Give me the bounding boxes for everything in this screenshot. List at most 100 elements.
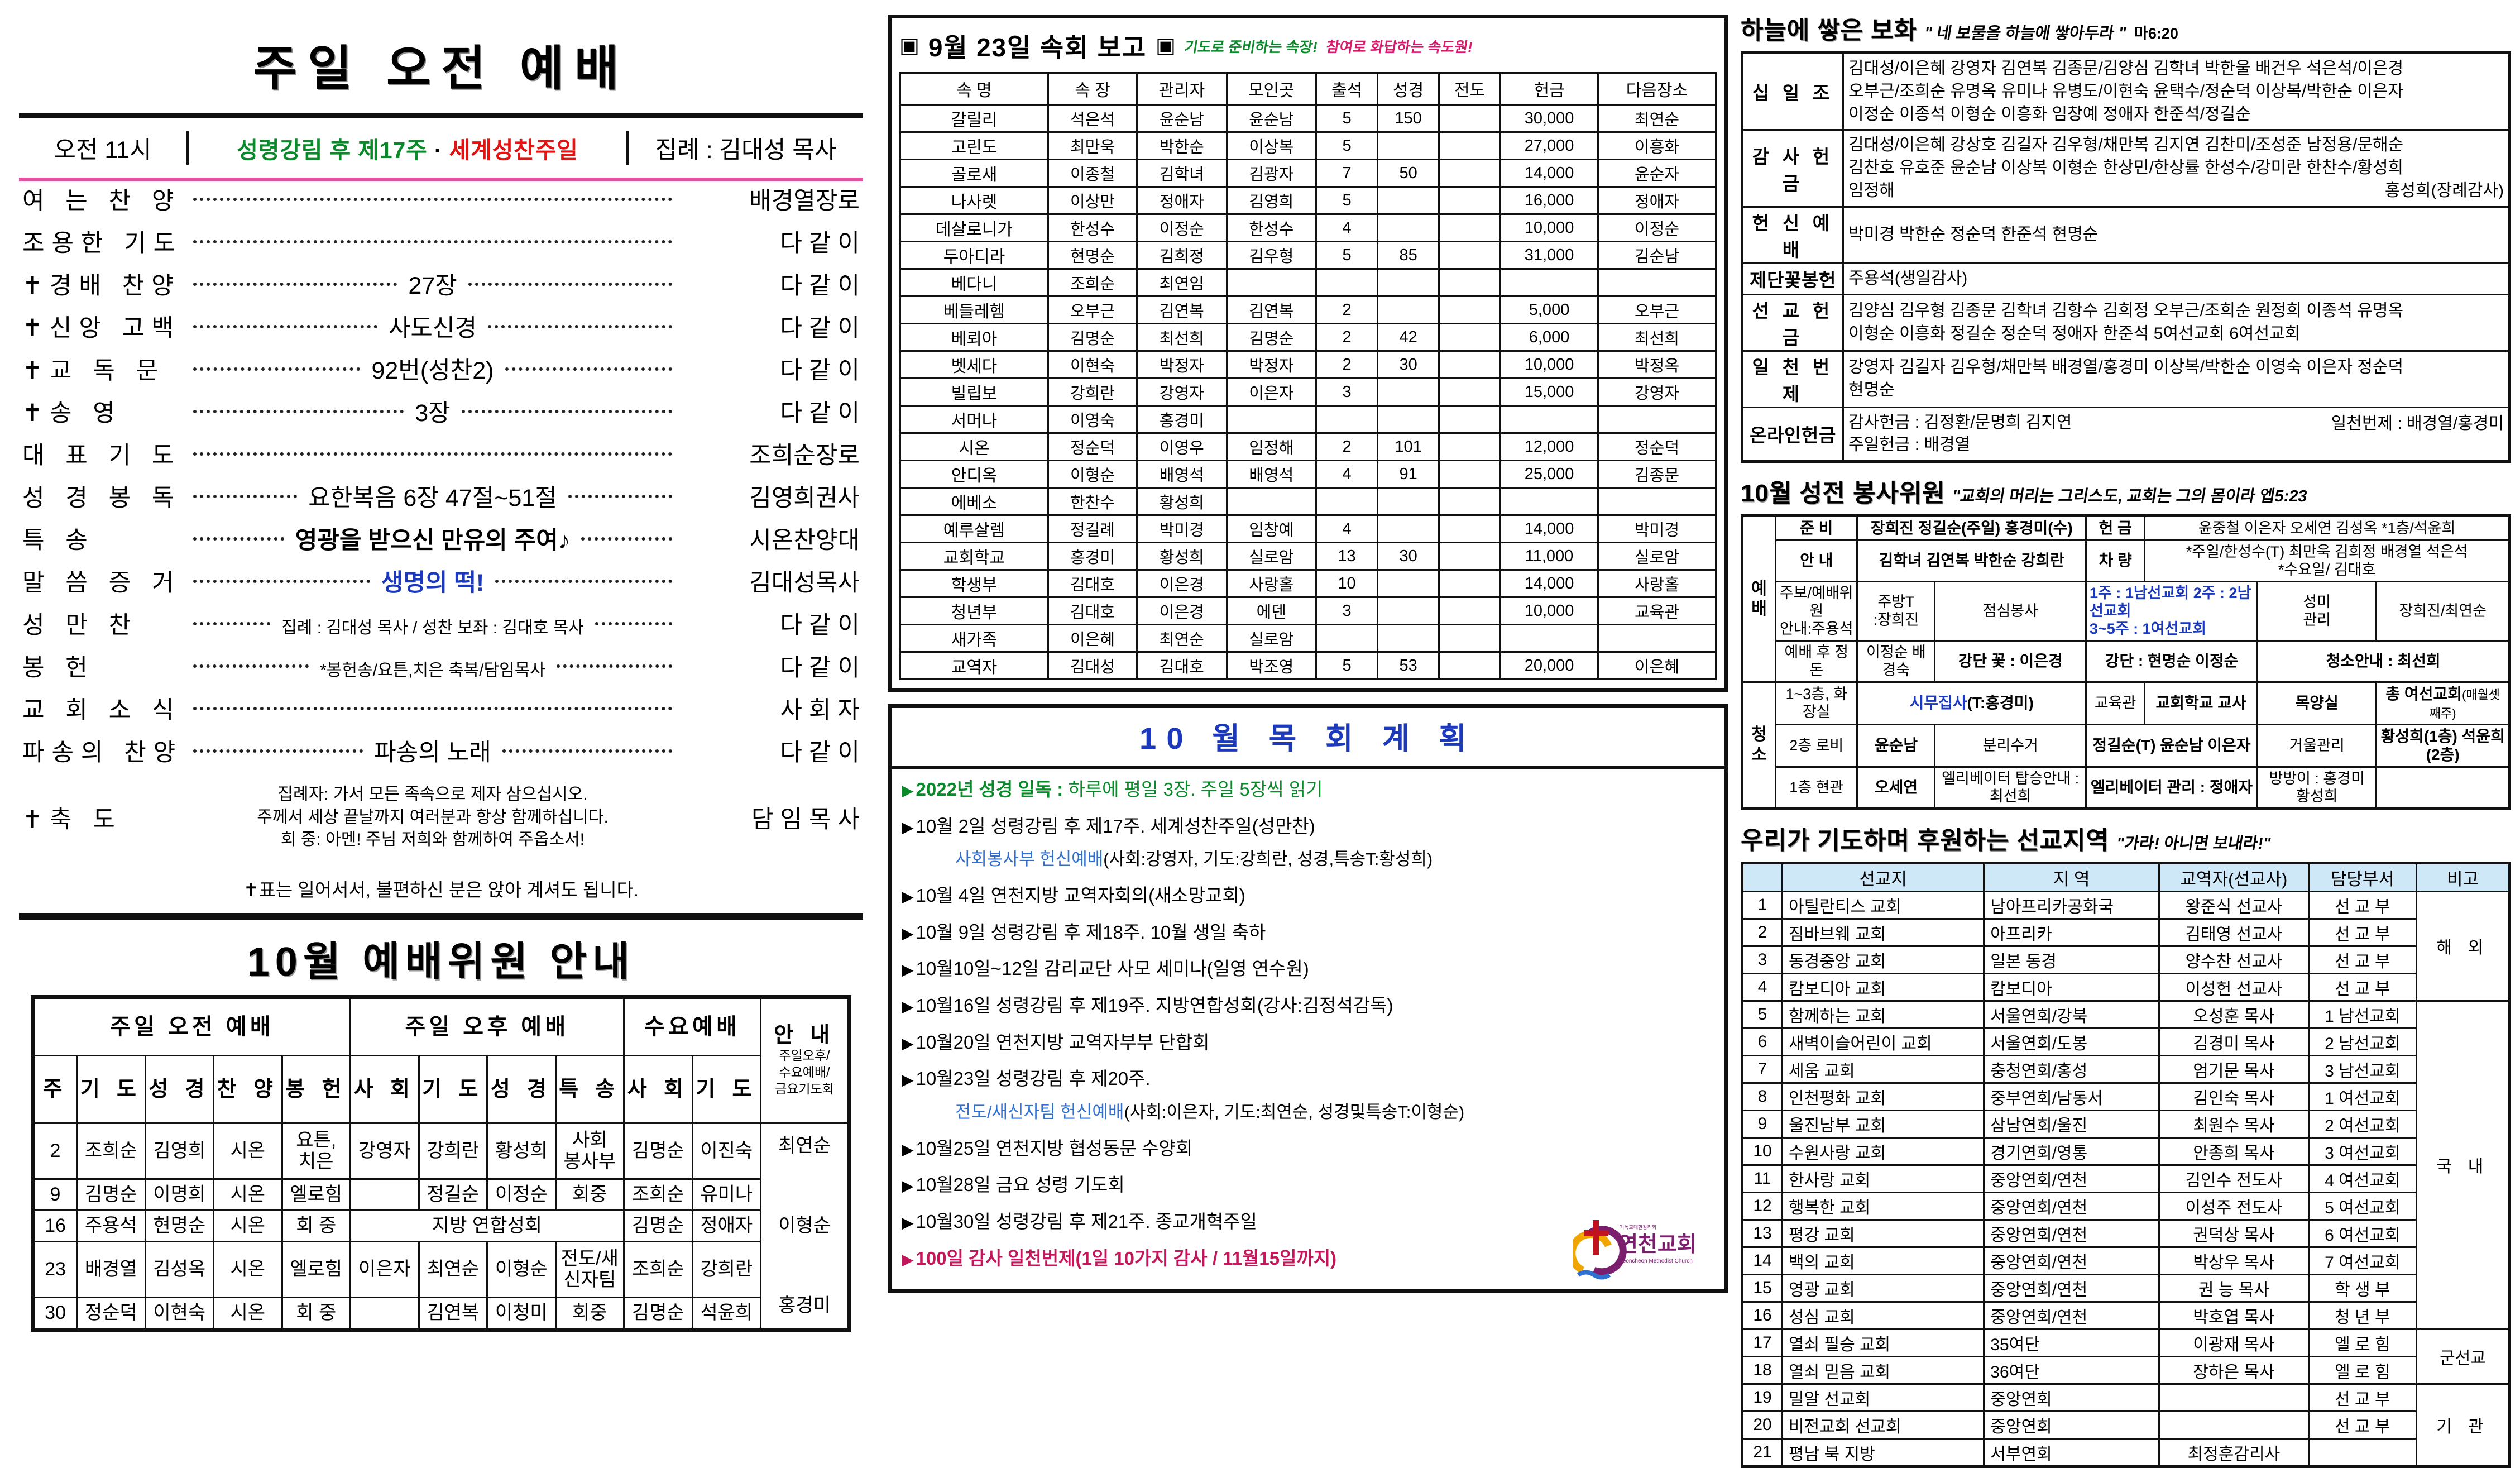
order-row: 조용한 기도 다 같 이 bbox=[22, 224, 860, 266]
cell: 5 bbox=[1315, 186, 1379, 215]
mission-field: 함께하는 교회 bbox=[1781, 1000, 1985, 1029]
cell: 10 bbox=[1315, 569, 1379, 598]
cell bbox=[1377, 186, 1440, 215]
cell: 서머나 bbox=[899, 405, 1049, 434]
cell: 이청미 bbox=[486, 1296, 557, 1331]
tidy-label: 예배 후 정돈 bbox=[1774, 639, 1858, 683]
committee-col-1: 기 도 bbox=[76, 1055, 146, 1124]
cell: 6,000 bbox=[1499, 323, 1599, 352]
table-row: 17 열쇠 필승 교회 35여단 이광재 목사 엘 로 힘 군선교 bbox=[1741, 1328, 2511, 1385]
mission-region: 중앙연회/연천 bbox=[1983, 1246, 2160, 1275]
cell: 벳세다 bbox=[899, 350, 1049, 379]
order-person: 다 같 이 bbox=[780, 230, 860, 257]
mission-field: 평남 북 지방 bbox=[1781, 1437, 1985, 1467]
cell: 이정순 bbox=[1597, 213, 1717, 242]
cell bbox=[1438, 104, 1502, 133]
vehicle-label: 차 량 bbox=[2085, 539, 2146, 582]
mission-field: 밀알 선교회 bbox=[1781, 1383, 1985, 1412]
cell bbox=[1377, 596, 1440, 625]
mission-minister: 이성주 전도사 bbox=[2158, 1191, 2310, 1221]
table-row: 안디옥 이형순 배영석 배영석 4 91 25,000 김종문 bbox=[899, 460, 1717, 489]
plan-item: ▶ 2022년 성경 일독 : 하루에 평일 3장. 주일 5장씩 읽기 bbox=[902, 779, 1323, 800]
service-title: 10월 성전 봉사위원 bbox=[1741, 480, 1946, 508]
order-person: 김영희권사 bbox=[749, 485, 860, 511]
table-row: 5 함께하는 교회 서울연회/강북 오성훈 목사 1 남선교회 국 내 bbox=[1741, 1000, 2511, 1330]
row-number: 4 bbox=[1741, 972, 1783, 1002]
mission-dept: 2 남선교회 bbox=[2307, 1027, 2418, 1056]
cell bbox=[349, 1178, 420, 1211]
mission-dept: 청 년 부 bbox=[2307, 1300, 2418, 1330]
cell: 사랑홀 bbox=[1597, 569, 1717, 598]
cell bbox=[1438, 186, 1502, 215]
mission-field: 짐바브웨 교회 bbox=[1781, 917, 1985, 947]
cell: 이정순 bbox=[486, 1178, 557, 1211]
order-label: 성 경 봉 독 bbox=[22, 485, 181, 511]
row-number: 14 bbox=[1741, 1246, 1783, 1275]
table-row: 청년부 김대호 이은경 에덴 3 10,000 교육관 bbox=[899, 596, 1717, 625]
cell: 30 bbox=[1377, 542, 1440, 571]
lunch-label: 점심봉사 bbox=[1934, 580, 2087, 642]
cell: 강희란 bbox=[418, 1122, 488, 1180]
cell: 3 bbox=[1315, 596, 1379, 625]
mission-dept bbox=[2307, 1437, 2418, 1467]
row-number: 8 bbox=[1741, 1082, 1783, 1111]
order-row: ✝교 독 문 92번(성찬2) 다 같 이 bbox=[22, 351, 860, 394]
mission-field: 열쇠 필승 교회 bbox=[1781, 1328, 1985, 1357]
table-row: 12 행복한 교회 중앙연회/연천 이성주 전도사 5 여선교회 bbox=[1741, 1191, 2510, 1221]
mission-dept: 선 교 부 bbox=[2307, 917, 2418, 947]
cell: 16,000 bbox=[1499, 186, 1599, 215]
cell bbox=[1438, 295, 1502, 324]
order-person: 다 같 이 bbox=[780, 739, 860, 766]
order-label: 여 는 찬 양 bbox=[22, 188, 181, 214]
cell: 시온 bbox=[213, 1178, 283, 1211]
mission-field: 행복한 교회 bbox=[1781, 1191, 1985, 1221]
order-row: 대 표 기 도 조희순장로 bbox=[22, 436, 860, 479]
pastoral-plan-list: ▶ 2022년 성경 일독 : 하루에 평일 3장. 주일 5장씩 읽기 ▶ 10월 … bbox=[892, 769, 1724, 1289]
mission-minister: 안종희 목사 bbox=[2158, 1136, 2310, 1166]
plan-item: ▶ 10월 2일 성령강림 후 제17주. 세계성찬주일(성만찬) bbox=[902, 815, 1315, 836]
lunch-schedule: 1주 : 1남선교회 2주 : 2남선교회 3~5주 : 1여선교회 bbox=[2085, 580, 2259, 642]
cell: 현명순 bbox=[144, 1209, 214, 1242]
leader-dots bbox=[193, 198, 672, 201]
week-number: 23 bbox=[32, 1240, 78, 1298]
service-time: 오전 11시 bbox=[54, 137, 152, 164]
mission-field: 수원사랑 교회 bbox=[1781, 1136, 1985, 1166]
mission-region: 캄보디아 bbox=[1983, 972, 2160, 1002]
leader-dots bbox=[193, 664, 309, 668]
mission-minister: 이성헌 선교사 bbox=[2158, 972, 2310, 1002]
order-person: 다 같 이 bbox=[780, 315, 860, 342]
cell: 한성수 bbox=[1047, 213, 1138, 242]
cell: 강영자 bbox=[349, 1122, 420, 1180]
cell: 윤순남 bbox=[1225, 104, 1318, 133]
mission-quote: "가라! 아니면 보내라!" bbox=[2115, 834, 2273, 853]
mission-region: 남아프리카공화국 bbox=[1983, 890, 2160, 920]
table-row: 13 평강 교회 중앙연회/연천 권덕상 목사 6 여선교회 bbox=[1741, 1218, 2510, 1248]
cell: 박정자 bbox=[1136, 350, 1228, 379]
season-separator: · bbox=[427, 137, 449, 163]
cell: 최연순 bbox=[1597, 104, 1717, 133]
order-row: 성 경 봉 독 요한복음 6장 47절~51절 김영희권사 bbox=[22, 479, 860, 521]
mission-field: 평강 교회 bbox=[1781, 1218, 1985, 1248]
mission-dept: 선 교 부 bbox=[2307, 1383, 2418, 1412]
table-row: 데살로니가 한성수 이정순 한성수 4 10,000 이정순 bbox=[899, 213, 1717, 242]
cell: 7 bbox=[1315, 159, 1379, 188]
cell: 전도/새 신자팀 bbox=[554, 1240, 625, 1298]
mission-region: 중앙연회/연천 bbox=[1983, 1300, 2160, 1330]
cell bbox=[1438, 241, 1502, 270]
season-green: 성령강림 후 제17주 bbox=[237, 137, 428, 163]
order-detail: 생명의 떡! bbox=[381, 570, 485, 596]
offering-label: 십 일 조 bbox=[1741, 51, 1844, 131]
mission-minister bbox=[2158, 1410, 2310, 1440]
cell: 101 bbox=[1377, 432, 1440, 461]
order-row: 여 는 찬 양 배경열장로 bbox=[22, 181, 860, 224]
cell: 임정해 bbox=[1225, 432, 1318, 461]
cell: 김대호 bbox=[1047, 569, 1138, 598]
order-person: 다 같 이 bbox=[780, 357, 860, 384]
cell bbox=[1438, 542, 1502, 571]
mission-region: 일본 동경 bbox=[1983, 945, 2160, 974]
committee-col-6: 기 도 bbox=[418, 1055, 488, 1124]
mission-field: 세움 교회 bbox=[1781, 1054, 1985, 1084]
